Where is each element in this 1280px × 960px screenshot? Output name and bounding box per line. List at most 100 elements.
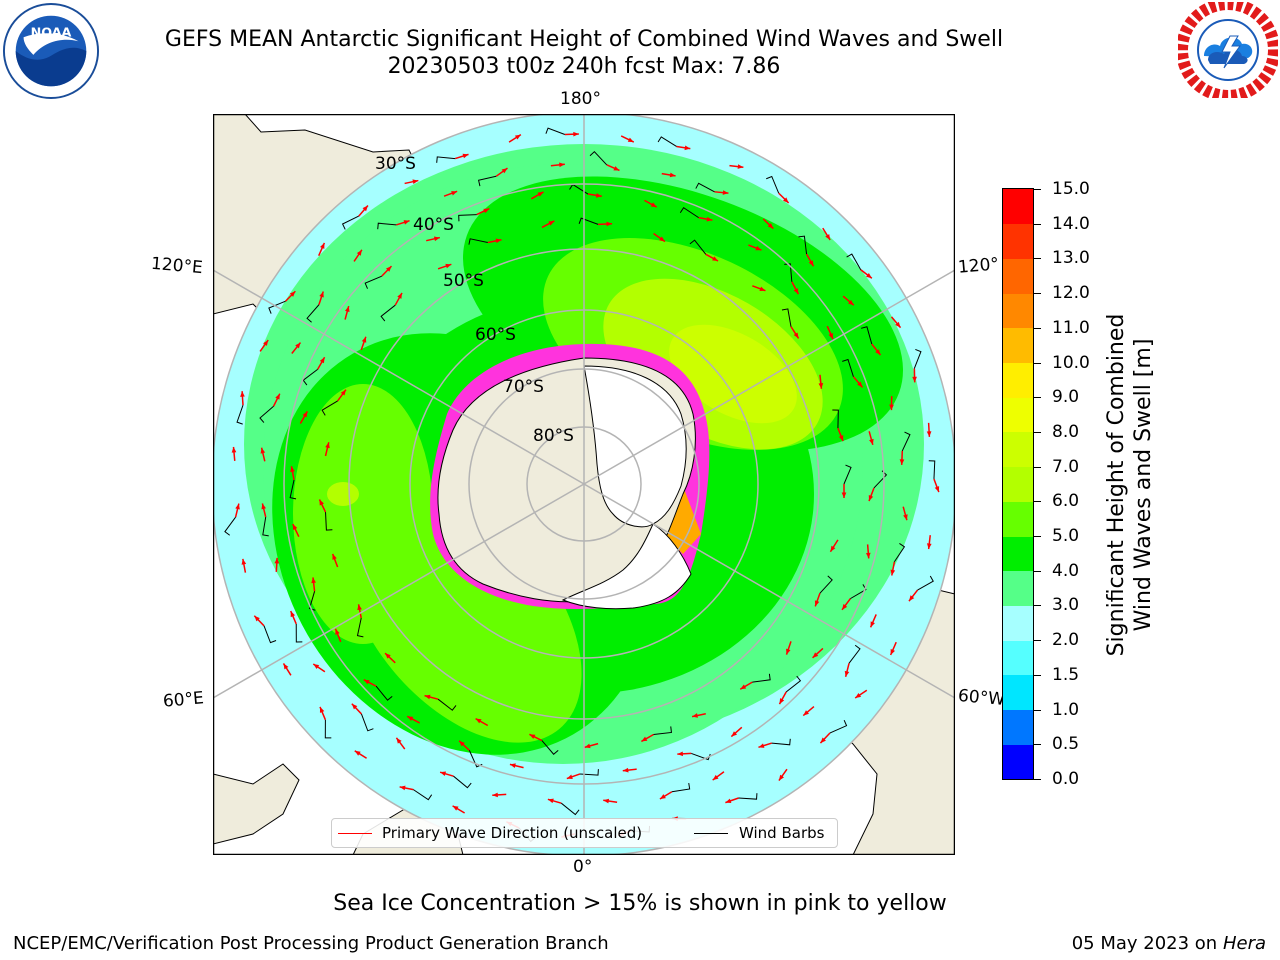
lat-label-70s: 70°S [503,377,544,397]
wave-arrow-head [912,376,917,383]
legend-arrow-swatch [338,833,372,834]
colorbar-label: Significant Height of Combined Wind Wave… [1103,185,1157,785]
wind-barb [224,516,236,536]
wave-arrow-head [241,558,247,565]
wave-arrow-head [537,191,544,197]
wind-barb [798,235,808,255]
wave-arrow-head [869,438,874,445]
wave-arrow-head [451,191,458,196]
wave-arrow-head [547,798,554,804]
colorbar-tick-label: 8.0 [1052,421,1080,442]
wind-barb [321,400,338,416]
wave-arrow-head [573,131,579,137]
wave-arrow-head [584,743,591,749]
wind-barb [785,675,802,693]
colorbar-band [1003,189,1033,225]
wave-arrow-head [613,166,620,171]
wave-arrow-head [808,260,814,267]
wind-barb [846,253,862,270]
wind-barb [928,460,936,479]
wind-barb [901,431,911,452]
colorbar-tick-label: 4.0 [1052,560,1080,581]
legend-wind-barbs: Wind Barbs [739,824,825,842]
wind-barb [913,348,922,369]
wave-arrow-head [890,648,895,655]
wind-barb [262,517,269,537]
lon-label-0: 0° [573,857,593,877]
wind-barb [766,175,780,194]
wave-arrow-head [842,604,848,610]
wave-arrow-head [295,342,301,349]
colorbar-band [1003,397,1033,433]
wave-arrow-head [814,600,820,607]
wind-barb [268,300,286,314]
wave-arrow-head [424,694,431,700]
wave-arrow-head [459,740,465,747]
nws-logo [1178,2,1278,98]
colorbar-tick-label: 6.0 [1052,491,1080,512]
lat-label-30s: 30°S [375,154,416,174]
wave-arrow-head [501,168,508,174]
wave-arrow-head [319,291,324,298]
colorbar-tick-mark [1034,674,1041,676]
colorbar-tick-label: 0.0 [1052,769,1080,789]
wave-arrow-head [650,202,657,208]
wave-arrow-head [396,737,402,744]
wind-barb [832,409,839,429]
lat-label-50s: 50°S [443,271,484,291]
colorbar-tick-mark [1034,501,1041,503]
lon-label-120e: 120°E [150,253,204,279]
wave-arrow-head [793,288,799,295]
wind-barb [259,405,274,423]
wind-barb [679,207,699,219]
wind-barb [843,464,852,485]
wave-arrow-head [759,286,766,291]
wind-barb [784,263,793,282]
wave-arrow-head [722,190,729,195]
wave-arrow-head [903,514,908,521]
wave-arrow-head [325,442,330,449]
wave-arrow-head [908,595,915,602]
wind-barb [752,673,771,683]
colorbar-tick-label: 7.0 [1052,456,1080,477]
wind-barb [580,769,599,776]
wave-arrow-head [407,716,414,721]
wave-arrow-head [290,611,296,618]
wind-barb [458,214,477,222]
colorbar-tick-label: 0.5 [1052,734,1080,755]
lat-label-60s: 60°S [475,325,516,345]
wave-arrow-head [235,503,240,510]
colorbar-tick-label: 10.0 [1052,352,1090,373]
wave-arrow-head [231,446,237,453]
wave-arrow-head [926,543,932,550]
wind-barb [848,644,861,664]
wind-barb [861,326,873,345]
wave-arrow-head [559,162,565,168]
wave-arrow-head [340,389,346,396]
wave-arrow-head [412,179,419,184]
wind-barb [561,802,580,816]
colorbar-tick-mark [1034,709,1041,711]
colorbar-tick-mark [1034,258,1041,260]
wind-barb [437,698,457,711]
wind-barb [413,789,433,801]
wave-arrow-head [659,236,665,242]
wave-arrow-head [261,503,266,510]
colorbar-tick-label: 9.0 [1052,387,1080,408]
colorbar-band [1003,258,1033,294]
wind-barb [324,719,332,739]
wave-arrow-head [385,653,391,659]
wave-arrow-head [890,569,896,576]
colorbar-tick-mark [1034,605,1041,607]
wave-arrow-head [737,164,744,169]
wind-barb [289,479,297,500]
colorbar-tick-mark [1034,640,1041,642]
lon-label-120w: 120° [957,254,1000,278]
wave-arrow-head [302,411,308,418]
wave-arrow-head [603,798,610,804]
wind-barb [771,738,791,746]
wave-arrow-head [403,220,410,225]
colorbar-tick-mark [1034,466,1041,468]
wave-arrow-head [755,245,762,251]
footer-host: Hera [1222,933,1266,954]
